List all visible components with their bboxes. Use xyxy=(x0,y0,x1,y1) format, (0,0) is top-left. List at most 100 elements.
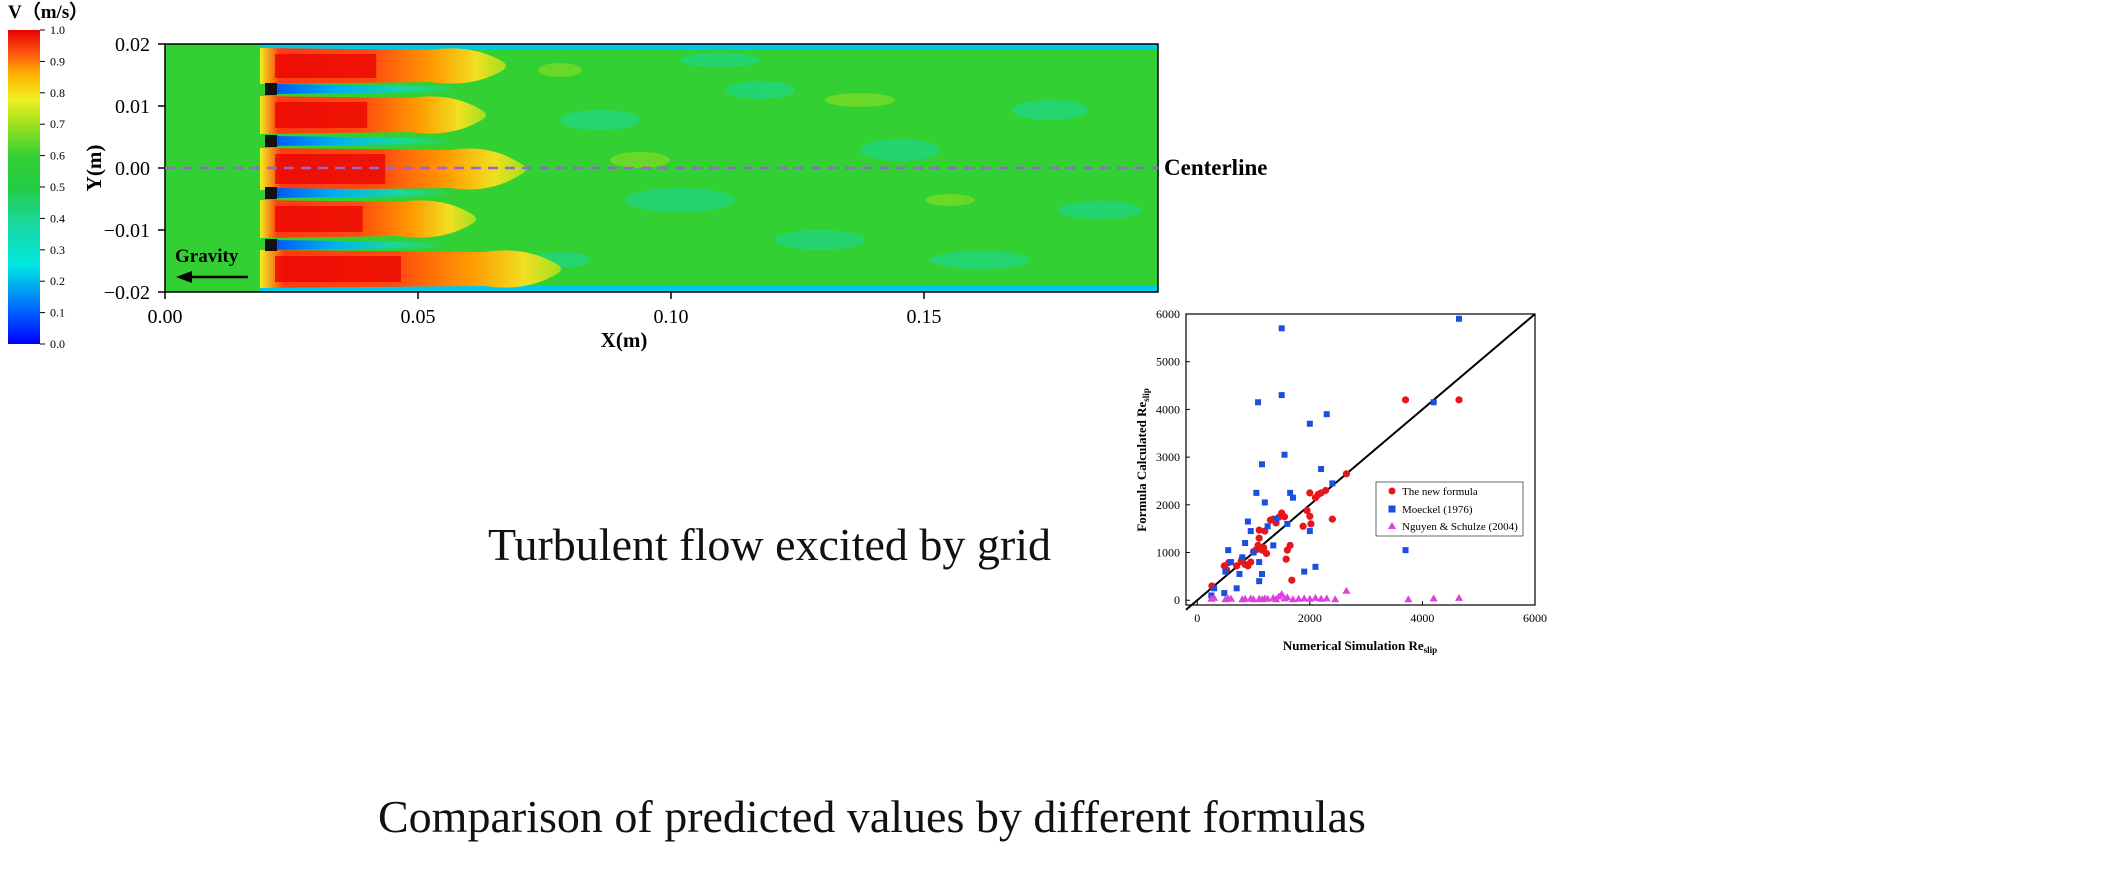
colorbar-tick-label: 0.8 xyxy=(50,86,65,100)
scatter-x-tick-label: 2000 xyxy=(1298,611,1322,625)
point-new-formula xyxy=(1260,544,1268,552)
scatter-y-tick-label: 2000 xyxy=(1156,498,1180,512)
point-moeckel xyxy=(1256,559,1263,566)
centerline-label: Centerline xyxy=(1164,155,1267,180)
point-new-formula xyxy=(1299,522,1307,530)
scatter-y-tick-label: 6000 xyxy=(1156,307,1180,321)
jet-core xyxy=(275,206,363,232)
contour-x-ticks: 0.00 0.05 0.10 0.15 xyxy=(148,292,942,328)
wake-band xyxy=(270,84,463,94)
point-moeckel xyxy=(1287,489,1294,496)
jet-core xyxy=(275,54,377,78)
colorbar-tick-label: 0.9 xyxy=(50,54,65,68)
contour-x-tick-label: 0.10 xyxy=(654,306,689,328)
point-moeckel xyxy=(1225,547,1232,554)
point-new-formula xyxy=(1306,489,1314,497)
point-moeckel xyxy=(1233,585,1240,592)
colorbar-gradient xyxy=(8,30,40,344)
point-nguyen-schulze xyxy=(1305,594,1314,602)
scatter-y-tick-label: 3000 xyxy=(1156,450,1180,464)
legend-label-new-formula: The new formula xyxy=(1402,486,1478,498)
turbulence-patches xyxy=(530,53,1142,269)
point-new-formula xyxy=(1255,526,1263,534)
contour-x-tick-label: 0.15 xyxy=(907,306,942,328)
point-nguyen-schulze xyxy=(1241,594,1250,602)
point-nguyen-schulze xyxy=(1294,594,1303,602)
point-new-formula xyxy=(1306,512,1314,520)
point-nguyen-schulze xyxy=(1227,594,1236,602)
bottom-wall-layer xyxy=(260,286,1158,292)
point-nguyen-schulze xyxy=(1429,594,1438,602)
scatter-x-tick-label: 6000 xyxy=(1523,611,1547,625)
scatter-x-label-main: Numerical Simulation Re xyxy=(1283,638,1424,653)
contour-y-tick-label: 0.01 xyxy=(115,96,150,118)
colorbar-tick-label: 1.0 xyxy=(50,23,65,37)
point-moeckel xyxy=(1258,461,1265,468)
point-moeckel xyxy=(1236,570,1243,577)
scatter-y-label-main: Formula Calculated Re xyxy=(1134,402,1149,532)
colorbar-title: V（m/s） xyxy=(8,0,88,23)
caption-scatter: Comparison of predicted values by differ… xyxy=(378,791,1366,842)
legend-label-nguyen: Nguyen & Schulze (2004) xyxy=(1402,521,1518,533)
legend-marker-circle xyxy=(1388,487,1396,495)
point-new-formula xyxy=(1307,520,1315,528)
wake-band xyxy=(270,188,458,198)
colorbar-tick-label: 0.7 xyxy=(50,117,65,131)
scatter-x-label-sub: slip xyxy=(1424,645,1438,655)
colorbar-tick-label: 0.2 xyxy=(50,274,65,288)
scatter-x-tick-label: 0 xyxy=(1194,611,1200,625)
point-moeckel xyxy=(1289,494,1296,501)
grid-bar xyxy=(265,83,277,95)
point-moeckel xyxy=(1255,399,1262,406)
point-moeckel xyxy=(1456,315,1463,322)
contour-x-tick-label: 0.05 xyxy=(401,306,436,328)
colorbar-tick-label: 0.4 xyxy=(50,211,65,225)
point-moeckel xyxy=(1284,520,1291,527)
scatter-y-label-sub: slip xyxy=(1141,388,1151,402)
top-wall-layer xyxy=(260,44,1158,49)
point-new-formula xyxy=(1342,470,1351,478)
point-moeckel xyxy=(1306,528,1313,535)
contour-x-tick-label: 0.00 xyxy=(148,306,183,328)
point-new-formula xyxy=(1262,549,1271,558)
point-moeckel xyxy=(1278,392,1285,399)
point-moeckel xyxy=(1301,568,1308,575)
point-moeckel xyxy=(1261,499,1268,506)
point-new-formula xyxy=(1322,486,1330,495)
colorbar-tick-label: 0.6 xyxy=(50,149,65,163)
turbulence-highlights xyxy=(538,63,975,206)
point-new-formula xyxy=(1254,541,1262,549)
colorbar-tick-label: 0.3 xyxy=(50,243,65,257)
point-moeckel xyxy=(1264,523,1271,530)
point-nguyen-schulze xyxy=(1263,594,1272,602)
legend-box xyxy=(1375,481,1524,537)
point-moeckel xyxy=(1253,489,1260,496)
point-moeckel xyxy=(1270,542,1277,549)
point-new-formula xyxy=(1328,515,1336,523)
point-moeckel xyxy=(1256,578,1263,585)
point-new-formula xyxy=(1247,558,1255,566)
point-nguyen-schulze xyxy=(1277,590,1286,598)
point-moeckel xyxy=(1247,528,1254,535)
contour-y-tick-label: −0.01 xyxy=(104,220,150,242)
point-nguyen-schulze xyxy=(1249,595,1258,603)
legend-marker-triangle xyxy=(1388,522,1396,529)
point-moeckel xyxy=(1242,539,1249,546)
point-new-formula xyxy=(1282,555,1290,563)
point-moeckel xyxy=(1244,518,1251,525)
point-moeckel xyxy=(1402,547,1409,554)
point-nguyen-schulze xyxy=(1322,594,1331,602)
colorbar-tick-label: 0.5 xyxy=(50,180,65,194)
grid-bars xyxy=(265,83,277,251)
legend-marker-square xyxy=(1388,505,1396,513)
point-nguyen-schulze xyxy=(1283,593,1292,601)
point-new-formula xyxy=(1233,562,1241,570)
scatter-legend: The new formula Moeckel (1976) Nguyen & … xyxy=(1375,481,1524,537)
point-moeckel xyxy=(1222,568,1229,575)
point-nguyen-schulze xyxy=(1404,595,1413,603)
contour-x-label: X(m) xyxy=(601,328,648,352)
point-nguyen-schulze xyxy=(1210,593,1219,601)
contour-y-ticks: 0.02 0.01 0.00 −0.01 −0.02 xyxy=(104,34,165,304)
point-moeckel xyxy=(1258,570,1265,577)
point-new-formula xyxy=(1455,396,1463,404)
